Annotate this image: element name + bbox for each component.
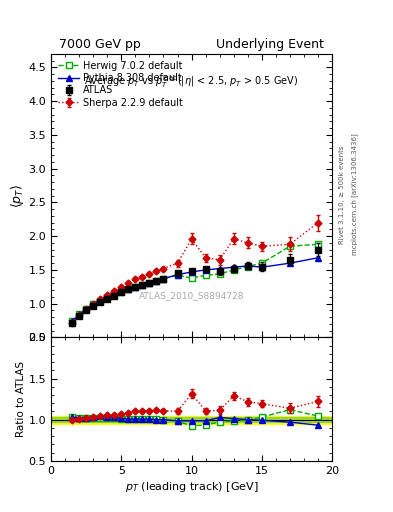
Pythia 8.308 default: [119, 288, 124, 294]
Pythia 8.308 default: [84, 306, 88, 312]
Y-axis label: Ratio to ATLAS: Ratio to ATLAS: [16, 361, 26, 437]
Bar: [51, 416, 332, 424]
Pythia 8.308 default: [147, 280, 152, 286]
Herwig 7.0.2 default: [175, 272, 180, 279]
Herwig 7.0.2 default: [316, 241, 320, 247]
Pythia 8.308 default: [288, 260, 292, 266]
Herwig 7.0.2 default: [231, 267, 236, 273]
Pythia 8.308 default: [70, 318, 75, 324]
Herwig 7.0.2 default: [140, 282, 145, 288]
Herwig 7.0.2 default: [112, 291, 117, 297]
Pythia 8.308 default: [112, 290, 117, 296]
Pythia 8.308 default: [161, 275, 166, 282]
Pythia 8.308 default: [217, 266, 222, 272]
Pythia 8.308 default: [259, 264, 264, 270]
Herwig 7.0.2 default: [84, 306, 88, 312]
Herwig 7.0.2 default: [288, 243, 292, 249]
Pythia 8.308 default: [91, 301, 95, 307]
Herwig 7.0.2 default: [147, 280, 152, 286]
Herwig 7.0.2 default: [105, 294, 110, 301]
Pythia 8.308 default: [105, 293, 110, 300]
Text: Average $p_T$ vs $p_T^{\rm lead}$(|$\eta$| < 2.5, $p_T$ > 0.5 GeV): Average $p_T$ vs $p_T^{\rm lead}$(|$\eta…: [84, 74, 299, 91]
Pythia 8.308 default: [126, 286, 131, 292]
Pythia 8.308 default: [140, 282, 145, 288]
Line: Herwig 7.0.2 default: Herwig 7.0.2 default: [69, 241, 321, 325]
Herwig 7.0.2 default: [203, 272, 208, 279]
Pythia 8.308 default: [133, 284, 138, 290]
Herwig 7.0.2 default: [126, 286, 131, 292]
Line: Pythia 8.308 default: Pythia 8.308 default: [69, 254, 321, 325]
Text: mcplots.cern.ch [arXiv:1306.3436]: mcplots.cern.ch [arXiv:1306.3436]: [351, 134, 358, 255]
Pythia 8.308 default: [154, 279, 159, 285]
Bar: [51, 417, 332, 422]
Herwig 7.0.2 default: [161, 275, 166, 282]
Herwig 7.0.2 default: [259, 260, 264, 266]
Pythia 8.308 default: [245, 263, 250, 269]
Herwig 7.0.2 default: [133, 284, 138, 290]
Herwig 7.0.2 default: [245, 264, 250, 270]
Herwig 7.0.2 default: [217, 271, 222, 277]
Herwig 7.0.2 default: [70, 318, 75, 324]
Pythia 8.308 default: [189, 269, 194, 275]
Herwig 7.0.2 default: [77, 311, 82, 317]
Pythia 8.308 default: [231, 264, 236, 270]
Text: Rivet 3.1.10, ≥ 500k events: Rivet 3.1.10, ≥ 500k events: [339, 145, 345, 244]
Text: 7000 GeV pp: 7000 GeV pp: [59, 38, 141, 51]
Y-axis label: $\langle p_T \rangle$: $\langle p_T \rangle$: [9, 183, 26, 208]
Legend: Herwig 7.0.2 default, Pythia 8.308 default, ATLAS, Sherpa 2.2.9 default: Herwig 7.0.2 default, Pythia 8.308 defau…: [56, 58, 185, 110]
Herwig 7.0.2 default: [154, 278, 159, 284]
Herwig 7.0.2 default: [98, 298, 103, 304]
Herwig 7.0.2 default: [119, 288, 124, 294]
Pythia 8.308 default: [77, 311, 82, 317]
Text: Underlying Event: Underlying Event: [217, 38, 324, 51]
Herwig 7.0.2 default: [189, 275, 194, 281]
X-axis label: $p_T$ (leading track) [GeV]: $p_T$ (leading track) [GeV]: [125, 480, 259, 494]
Pythia 8.308 default: [175, 271, 180, 278]
Pythia 8.308 default: [316, 254, 320, 261]
Text: ATLAS_2010_S8894728: ATLAS_2010_S8894728: [139, 291, 244, 301]
Herwig 7.0.2 default: [91, 301, 95, 307]
Pythia 8.308 default: [98, 296, 103, 303]
Pythia 8.308 default: [203, 267, 208, 273]
